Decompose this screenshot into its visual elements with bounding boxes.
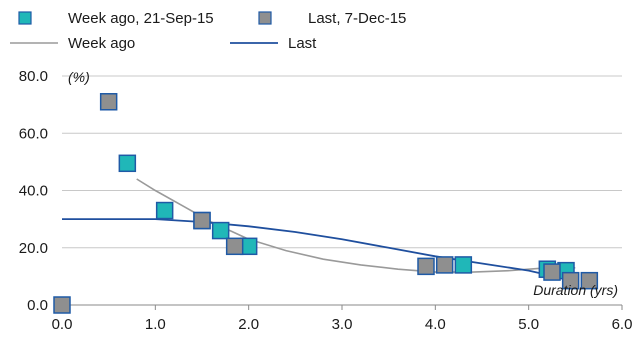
point-last	[193, 211, 211, 230]
y-tick-label: 40.0	[19, 183, 48, 200]
point-week-ago	[155, 201, 174, 220]
legend-week-ago-points-label: Week ago, 21-Sep-15	[68, 10, 214, 27]
x-tick-label: 4.0	[425, 316, 446, 333]
grid-lines	[62, 75, 622, 249]
data-points	[53, 93, 599, 314]
x-tick-label: 1.0	[145, 316, 166, 333]
point-last	[53, 296, 71, 314]
point-week-ago	[118, 154, 137, 173]
x-axis-title: Duration (yrs)	[533, 282, 618, 298]
x-tick-label: 6.0	[612, 316, 633, 333]
point-week-ago	[454, 256, 473, 274]
legend: Week ago, 21-Sep-15 Last, 7-Dec-15 Week ag…	[10, 10, 406, 52]
line-last	[62, 218, 576, 278]
legend-last-points-swatch	[258, 11, 272, 25]
y-tick-label: 20.0	[19, 240, 48, 257]
y-tick-label: 60.0	[19, 125, 48, 142]
fitted-lines	[62, 178, 576, 278]
axes: 0.0 20.0 40.0 60.0 80.0 0.0 1.0 2.0 3.0 4.0 5.0 6.0	[19, 68, 633, 333]
x-tick-label: 5.0	[518, 316, 539, 333]
x-tick-label: 0.0	[52, 316, 73, 333]
y-tick-label: 0.0	[27, 297, 48, 314]
point-last	[543, 263, 561, 281]
point-last	[225, 237, 244, 256]
y-tick-label: 80.0	[19, 68, 48, 85]
point-last	[99, 93, 118, 111]
x-tick-label: 2.0	[238, 316, 259, 333]
point-last	[417, 257, 435, 276]
point-last	[435, 256, 454, 274]
point-last	[561, 271, 580, 290]
legend-last-line-label: Last	[288, 35, 317, 52]
point-week-ago	[211, 221, 230, 240]
point-last	[580, 271, 599, 290]
legend-last-points-label: Last, 7-Dec-15	[308, 10, 406, 27]
x-tick-label: 3.0	[332, 316, 353, 333]
line-week-ago	[136, 178, 576, 273]
legend-week-ago-line-label: Week ago	[68, 35, 135, 52]
legend-week-ago-points-swatch	[18, 11, 32, 25]
y-axis-unit-label: (%)	[68, 69, 90, 85]
